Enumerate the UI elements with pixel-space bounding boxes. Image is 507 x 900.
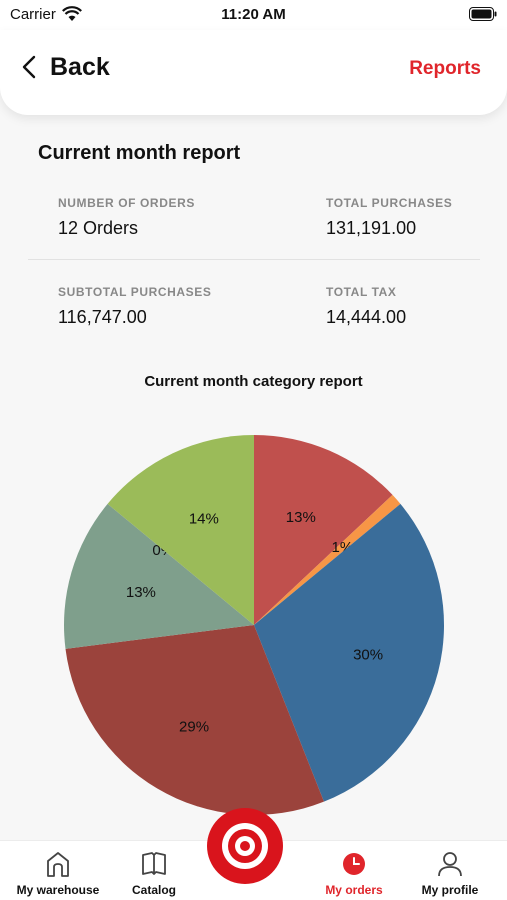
pie-slice-label: 13% [126, 584, 156, 601]
stat-total-purchases: TOTAL PURCHASES 131,191.00 [326, 196, 452, 239]
category-pie-chart: 13%1%30%29%13%0%14% [64, 435, 445, 815]
report-title: Current month report [38, 142, 241, 164]
home-logo-button[interactable] [207, 808, 283, 884]
stat-number-of-orders: NUMBER OF ORDERS 12 Orders [58, 196, 195, 239]
tab-label: Catalog [131, 883, 176, 897]
battery-icon [469, 7, 497, 21]
back-button[interactable]: Back [22, 50, 110, 84]
pie-slice [254, 494, 401, 625]
stat-value: 14,444.00 [326, 307, 407, 327]
tab-label: My orders [325, 883, 383, 897]
header: Back Reports [0, 30, 507, 115]
back-label: Back [50, 52, 110, 81]
tab-catalog[interactable]: Catalog [114, 841, 194, 900]
stat-label: NUMBER OF ORDERS [58, 196, 195, 210]
person-icon [438, 852, 462, 877]
chevron-left-icon [22, 55, 36, 79]
pie-slice-label: 30% [353, 646, 383, 663]
reports-link[interactable]: Reports [409, 58, 481, 79]
pie-slice [107, 435, 255, 625]
tab-my-orders[interactable]: My orders [314, 841, 394, 900]
status-time: 11:20 AM [221, 6, 286, 23]
tab-my-profile[interactable]: My profile [405, 841, 495, 900]
tab-label: My warehouse [16, 883, 100, 897]
clock-icon [343, 853, 365, 875]
pie-slice [64, 503, 255, 649]
pie-slice-label: 29% [179, 718, 209, 735]
stat-subtotal-purchases: SUBTOTAL PURCHASES 116,747.00 [58, 285, 211, 328]
pie-slice [65, 625, 324, 815]
divider [28, 259, 480, 260]
book-icon [142, 852, 166, 875]
status-bar: Carrier 11:20 AM [0, 0, 507, 30]
stat-value: 12 Orders [58, 218, 139, 238]
chart-title: Current month category report [144, 373, 363, 390]
pie-slice [254, 503, 445, 802]
tab-my-warehouse[interactable]: My warehouse [8, 841, 108, 900]
stat-value: 131,191.00 [326, 218, 417, 238]
house-icon [47, 852, 69, 877]
stat-label: SUBTOTAL PURCHASES [58, 285, 212, 299]
pie-slice-label: 14% [189, 510, 219, 527]
target-logo-icon [222, 823, 268, 869]
stat-total-tax: TOTAL TAX 14,444.00 [326, 285, 406, 328]
stat-value: 116,747.00 [58, 307, 147, 327]
pie-slice-label: 13% [286, 509, 316, 526]
wifi-icon [62, 6, 82, 21]
stat-label: TOTAL TAX [326, 285, 397, 299]
carrier-label: Carrier [10, 6, 56, 23]
stat-label: TOTAL PURCHASES [326, 196, 453, 210]
tab-label: My profile [421, 883, 479, 897]
pie-slice [254, 435, 393, 625]
